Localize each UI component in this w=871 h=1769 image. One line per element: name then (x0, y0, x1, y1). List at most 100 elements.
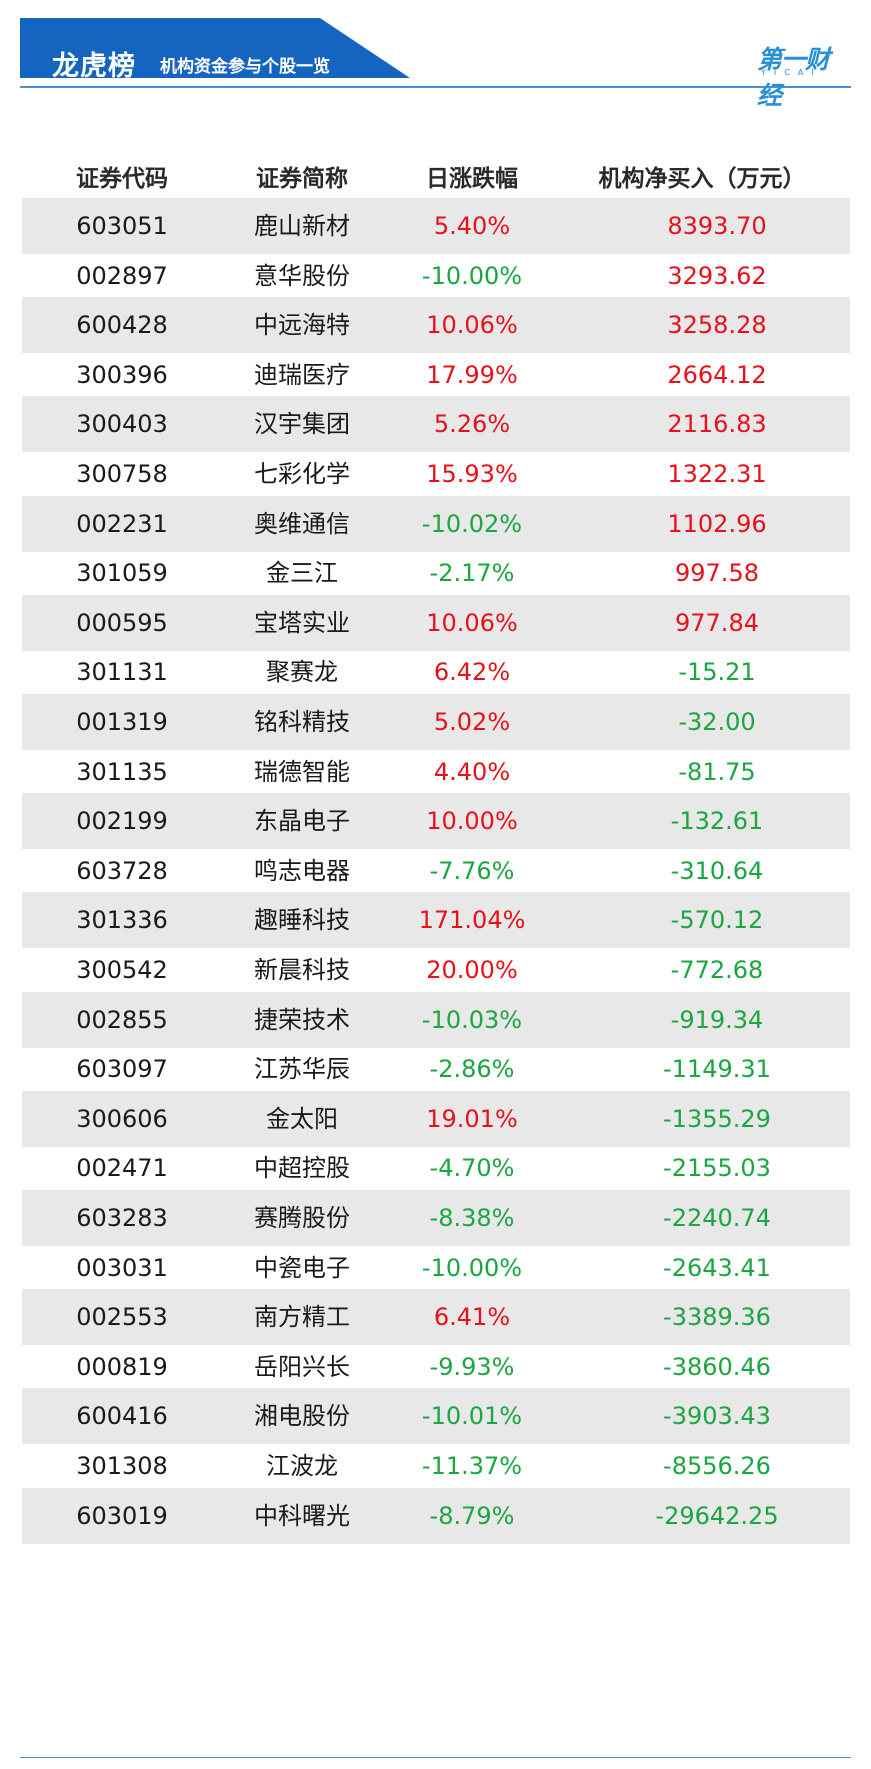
net-buy-cell: -32.00 (678, 708, 756, 736)
net-buy-cell: 3258.28 (667, 311, 767, 340)
stock-name-cell: 瑞德智能 (254, 757, 350, 786)
stock-code-cell: 600428 (76, 311, 168, 340)
column-header-change: 日涨跌幅 (426, 166, 518, 192)
net-buy-cell: -919.34 (670, 1005, 764, 1034)
column-header-name: 证券简称 (256, 166, 348, 192)
stock-name-cell: 江波龙 (266, 1452, 338, 1480)
net-buy-cell: 977.84 (675, 608, 759, 637)
daily-change-cell: 4.40% (433, 757, 511, 786)
net-buy-cell: -3389.36 (663, 1303, 771, 1332)
stock-code-cell: 300758 (76, 460, 168, 488)
stock-code-cell: 002231 (76, 509, 168, 538)
stock-name-cell: 鹿山新材 (254, 212, 350, 240)
stock-name-cell: 中远海特 (254, 311, 350, 340)
table-row: 301131 聚赛龙 6.42% -15.21 (22, 644, 850, 700)
stock-name-cell: 意华股份 (254, 261, 350, 290)
net-buy-cell: -570.12 (670, 906, 764, 935)
net-buy-cell: -8556.26 (663, 1452, 771, 1480)
net-buy-cell: 2116.83 (667, 410, 767, 439)
daily-change-cell: -7.76% (429, 856, 515, 885)
net-buy-cell: -1149.31 (663, 1055, 771, 1084)
stock-code-cell: 600416 (76, 1402, 168, 1431)
net-buy-cell: -2643.41 (663, 1253, 771, 1282)
table-row: 002553 南方精工 6.41% -3389.36 (22, 1289, 850, 1346)
header-divider (20, 86, 851, 88)
stock-code-cell: 002471 (76, 1154, 168, 1183)
daily-change-cell: -10.00% (421, 1253, 523, 1282)
daily-change-cell: 5.02% (433, 708, 511, 736)
table-row: 603051 鹿山新材 5.40% 8393.70 (22, 198, 850, 254)
daily-change-cell: 20.00% (426, 956, 518, 984)
daily-change-cell: 17.99% (426, 360, 518, 389)
net-buy-cell: -81.75 (678, 757, 756, 786)
stock-name-cell: 金太阳 (266, 1104, 338, 1133)
page-subtitle: 机构资金参与个股一览 (160, 57, 330, 77)
logo-subtext: YICAI (761, 68, 822, 77)
table-row: 301059 金三江 -2.17% 997.58 (22, 545, 850, 601)
net-buy-cell: 1322.31 (667, 460, 767, 488)
stock-code-cell: 002199 (76, 807, 168, 836)
table-row: 300403 汉宇集团 5.26% 2116.83 (22, 396, 850, 453)
stock-name-cell: 新晨科技 (254, 956, 350, 984)
stock-name-cell: 宝塔实业 (254, 608, 350, 637)
daily-change-cell: -4.70% (429, 1154, 515, 1183)
stock-code-cell: 301131 (76, 658, 168, 687)
daily-change-cell: -8.79% (429, 1501, 515, 1530)
stock-name-cell: 捷荣技术 (254, 1005, 350, 1034)
banner-shape (20, 18, 410, 78)
stock-name-cell: 岳阳兴长 (254, 1352, 350, 1381)
daily-change-cell: -10.01% (421, 1402, 523, 1431)
table-row: 301135 瑞德智能 4.40% -81.75 (22, 744, 850, 800)
stock-code-cell: 000819 (76, 1352, 168, 1381)
table-row: 603728 鸣志电器 -7.76% -310.64 (22, 843, 850, 899)
stock-code-cell: 002897 (76, 261, 168, 290)
daily-change-cell: 10.06% (426, 311, 518, 340)
footer-divider (20, 1757, 851, 1758)
daily-change-cell: 19.01% (426, 1104, 518, 1133)
stock-code-cell: 301308 (76, 1452, 168, 1480)
daily-change-cell: -2.17% (429, 559, 515, 588)
net-buy-cell: -2240.74 (663, 1204, 771, 1232)
daily-change-cell: -2.86% (429, 1055, 515, 1084)
stock-code-cell: 603051 (76, 212, 168, 240)
table-row: 000595 宝塔实业 10.06% 977.84 (22, 594, 850, 651)
stock-code-cell: 003031 (76, 1253, 168, 1282)
table-row: 000819 岳阳兴长 -9.93% -3860.46 (22, 1339, 850, 1395)
stock-code-cell: 301059 (76, 559, 168, 588)
net-buy-cell: 1102.96 (667, 509, 767, 538)
table-row: 603019 中科曙光 -8.79% -29642.25 (22, 1487, 850, 1544)
table-row: 301336 趣睡科技 171.04% -570.12 (22, 892, 850, 949)
table-row: 300606 金太阳 19.01% -1355.29 (22, 1090, 850, 1147)
daily-change-cell: 6.42% (433, 658, 511, 687)
page-title: 龙虎榜 (52, 51, 136, 82)
stock-name-cell: 聚赛龙 (266, 658, 338, 687)
daily-change-cell: -10.02% (421, 509, 523, 538)
daily-change-cell: 171.04% (418, 906, 526, 935)
net-buy-cell: -1355.29 (663, 1104, 771, 1133)
stock-name-cell: 趣睡科技 (254, 906, 350, 935)
table-row: 002897 意华股份 -10.00% 3293.62 (22, 248, 850, 304)
logo-text: 第一财经 (757, 45, 830, 110)
net-buy-cell: 997.58 (675, 559, 759, 588)
stock-code-cell: 002855 (76, 1005, 168, 1034)
table-row: 603097 江苏华辰 -2.86% -1149.31 (22, 1041, 850, 1097)
daily-change-cell: -9.93% (429, 1352, 515, 1381)
header-banner: 龙虎榜 机构资金参与个股一览 (20, 18, 470, 88)
stock-name-cell: 江苏华辰 (254, 1055, 350, 1084)
daily-change-cell: -10.00% (421, 261, 523, 290)
daily-change-cell: -11.37% (421, 1452, 523, 1480)
table-row: 300758 七彩化学 15.93% 1322.31 (22, 446, 850, 502)
stock-name-cell: 奥维通信 (254, 509, 350, 538)
net-buy-cell: -3860.46 (663, 1352, 771, 1381)
net-buy-cell: -772.68 (670, 956, 764, 984)
net-buy-cell: 3293.62 (667, 261, 767, 290)
stock-code-cell: 603283 (76, 1204, 168, 1232)
daily-change-cell: 10.00% (426, 807, 518, 836)
daily-change-cell: 5.40% (433, 212, 511, 240)
stock-name-cell: 七彩化学 (254, 460, 350, 488)
net-buy-cell: 8393.70 (667, 212, 767, 240)
stock-code-cell: 300606 (76, 1104, 168, 1133)
table-row: 001319 铭科精技 5.02% -32.00 (22, 694, 850, 750)
table-row: 002471 中超控股 -4.70% -2155.03 (22, 1140, 850, 1196)
net-buy-cell: -310.64 (670, 856, 764, 885)
